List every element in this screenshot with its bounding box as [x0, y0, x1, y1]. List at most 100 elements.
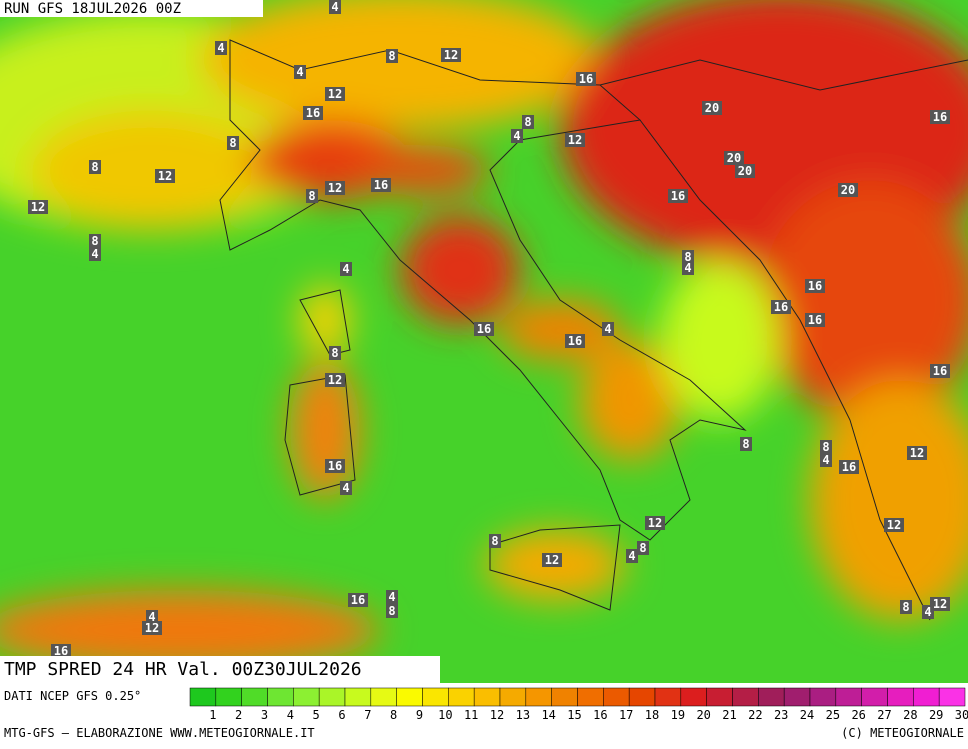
contour-label: 12 [545, 553, 559, 567]
colorbar-swatch [396, 687, 423, 707]
colorbar-label: 19 [671, 708, 685, 722]
field [0, 0, 968, 683]
colorbar-label: 12 [490, 708, 504, 722]
contour-label: 4 [388, 590, 395, 604]
colorbar-label: 4 [287, 708, 294, 722]
contour-label: 16 [808, 313, 822, 327]
colorbar-swatch [887, 687, 914, 707]
label-box [142, 621, 162, 635]
label-box [340, 262, 352, 276]
contour-label: 12 [648, 516, 662, 530]
label-box [227, 136, 239, 150]
label-box [155, 169, 175, 183]
contour-label: 16 [808, 279, 822, 293]
contour-label: 4 [296, 65, 303, 79]
contour-label: 8 [229, 136, 236, 150]
colorbar-swatch [215, 687, 242, 707]
label-box [542, 553, 562, 567]
contour-label: 8 [524, 115, 531, 129]
colorbar-swatch [577, 687, 604, 707]
colorbar-swatch [861, 687, 888, 707]
contour-label: 12 [887, 518, 901, 532]
contour-label: 12 [31, 200, 45, 214]
contour-label: 4 [822, 453, 829, 467]
run-box [0, 0, 263, 17]
label-box [838, 183, 858, 197]
contour-label: 16 [933, 364, 947, 378]
contour-label: 4 [148, 610, 155, 624]
label-box [386, 604, 398, 618]
colorbar-swatch [706, 687, 733, 707]
contour-label: 12 [910, 446, 924, 460]
colorbar-label: 15 [567, 708, 581, 722]
label-box [930, 364, 950, 378]
colorbar-label: 8 [390, 708, 397, 722]
label-box [386, 49, 398, 63]
label-box [89, 160, 101, 174]
contour-label: 4 [684, 261, 691, 275]
label-box [28, 200, 48, 214]
colorbar-label: 9 [416, 708, 423, 722]
contour-label: 12 [145, 621, 159, 635]
colorbar-label: 18 [645, 708, 659, 722]
contour-label: 8 [388, 604, 395, 618]
colorbar-swatch [318, 687, 346, 707]
contour-label: 12 [444, 48, 458, 62]
colorbar-swatch [732, 687, 759, 707]
label-box [930, 597, 950, 611]
label-box [565, 133, 585, 147]
contour-label: 20 [727, 151, 741, 165]
colorbar-label: 23 [774, 708, 788, 722]
label-box [668, 189, 688, 203]
colorbar-swatch [499, 687, 527, 707]
colorbar-swatch [680, 687, 707, 707]
contour-label: 16 [351, 593, 365, 607]
label-box [441, 48, 461, 62]
colorbar-swatch [835, 687, 862, 707]
contour-label: 8 [91, 234, 98, 248]
colorbar-swatch [913, 687, 940, 707]
contour-label: 4 [342, 481, 349, 495]
colorbar-label: 26 [851, 708, 865, 722]
label-box [348, 593, 368, 607]
contour-label: 8 [684, 250, 691, 264]
contour-label: 4 [342, 262, 349, 276]
label-box [682, 250, 694, 264]
label-box [511, 129, 523, 143]
colorbar-label: 6 [338, 708, 345, 722]
contour-label: 16 [54, 644, 68, 658]
label-box [884, 518, 904, 532]
label-box [907, 446, 927, 460]
colorbar-swatch [344, 687, 372, 707]
contour-label: 4 [628, 549, 635, 563]
label-box [922, 605, 934, 619]
colorbar-label: 13 [516, 708, 530, 722]
colorbar: 1 2 3 4 5 6 7 8 9 10 11 12 13 14 15 16 17 18 19 20 21 22 23 24 2… [189, 687, 968, 722]
colorbar-label: 16 [593, 708, 607, 722]
colorbar-label: 2 [235, 708, 242, 722]
contour-label: 8 [91, 160, 98, 174]
contour-label: 8 [822, 440, 829, 454]
colorbar-swatch [241, 687, 268, 707]
contour-label: 4 [924, 605, 931, 619]
colorbar-label: 28 [903, 708, 917, 722]
colorbar-label: 3 [261, 708, 268, 722]
label-box [329, 0, 341, 14]
label-box [306, 189, 318, 203]
label-box [371, 178, 391, 192]
label-box [329, 346, 341, 360]
label-box [805, 279, 825, 293]
label-box [340, 481, 352, 495]
contour-label: 16 [306, 106, 320, 120]
label-box [325, 373, 345, 387]
label-box [820, 453, 832, 467]
contour-label: 4 [604, 322, 611, 336]
colorbar-swatch [783, 687, 811, 707]
contour-label: 16 [933, 110, 947, 124]
label-box [805, 313, 825, 327]
label-box [294, 65, 306, 79]
contour-label: 12 [933, 597, 947, 611]
contour-label: 16 [374, 178, 388, 192]
contour-label: 4 [331, 0, 338, 14]
